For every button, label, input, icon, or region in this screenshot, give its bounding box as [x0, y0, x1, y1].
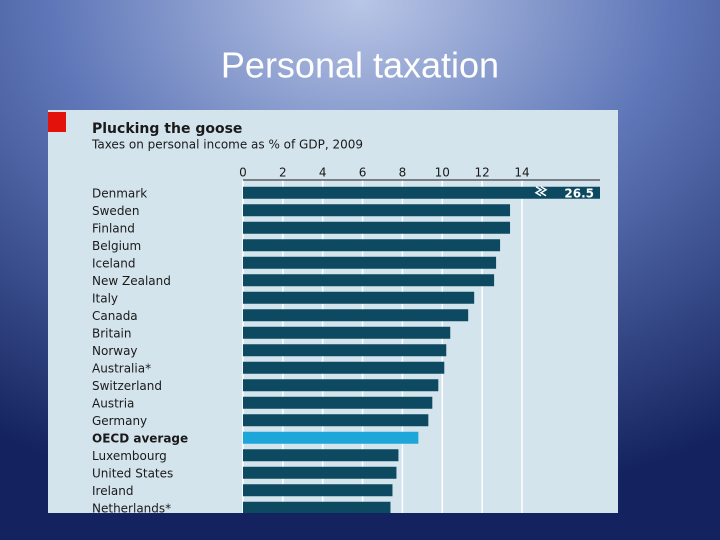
bar — [243, 221, 511, 234]
x-tick-label: 0 — [239, 166, 247, 180]
bar — [243, 414, 429, 427]
category-label: Norway — [92, 344, 138, 358]
bar — [243, 186, 600, 199]
category-label: Britain — [92, 326, 132, 340]
bar — [243, 396, 433, 409]
bar — [243, 204, 511, 217]
bar — [243, 466, 397, 479]
category-label: Australia* — [92, 361, 151, 375]
value-label: 26.5 — [564, 186, 594, 200]
x-tick-label: 12 — [475, 166, 490, 180]
category-label: Luxembourg — [92, 449, 167, 463]
category-label: Austria — [92, 396, 134, 410]
x-tick-label: 10 — [435, 166, 450, 180]
chart-subtitle: Taxes on personal income as % of GDP, 20… — [91, 138, 363, 152]
category-label: Denmark — [92, 186, 147, 200]
bar — [243, 309, 469, 322]
bar — [243, 239, 501, 252]
bar — [243, 431, 419, 444]
bar — [243, 274, 495, 287]
category-label: Canada — [92, 309, 138, 323]
x-tick-label: 14 — [514, 166, 529, 180]
bar — [243, 344, 447, 357]
x-tick-label: 6 — [359, 166, 367, 180]
category-label: Ireland — [92, 484, 134, 498]
category-label: Italy — [92, 291, 118, 305]
logo-square — [48, 112, 66, 132]
category-label: Sweden — [92, 204, 139, 218]
x-tick-label: 2 — [279, 166, 287, 180]
bar — [243, 449, 399, 462]
chart-title: Plucking the goose — [92, 121, 242, 137]
bar — [243, 361, 445, 374]
bar — [243, 501, 391, 513]
category-label: Switzerland — [92, 379, 162, 393]
plot: 0 2 4 6 8 10 12 14 Denmark 26.5 Sweden Finland Belgi… — [92, 166, 600, 515]
category-label: Iceland — [92, 256, 135, 270]
category-label: Finland — [92, 221, 135, 235]
category-label: Germany — [92, 414, 147, 428]
bar — [243, 326, 451, 339]
slide-title: Personal taxation — [221, 45, 499, 86]
category-label: Netherlands* — [92, 501, 171, 515]
bar — [243, 379, 439, 392]
bar — [243, 484, 393, 497]
axis-break — [534, 186, 548, 197]
category-label: United States — [92, 466, 173, 480]
category-label: OECD average — [92, 431, 188, 445]
category-label: Belgium — [92, 239, 141, 253]
x-tick-label: 8 — [399, 166, 407, 180]
bar — [243, 256, 497, 269]
bar — [243, 291, 475, 304]
category-label: New Zealand — [92, 274, 171, 288]
x-tick-label: 4 — [319, 166, 327, 180]
